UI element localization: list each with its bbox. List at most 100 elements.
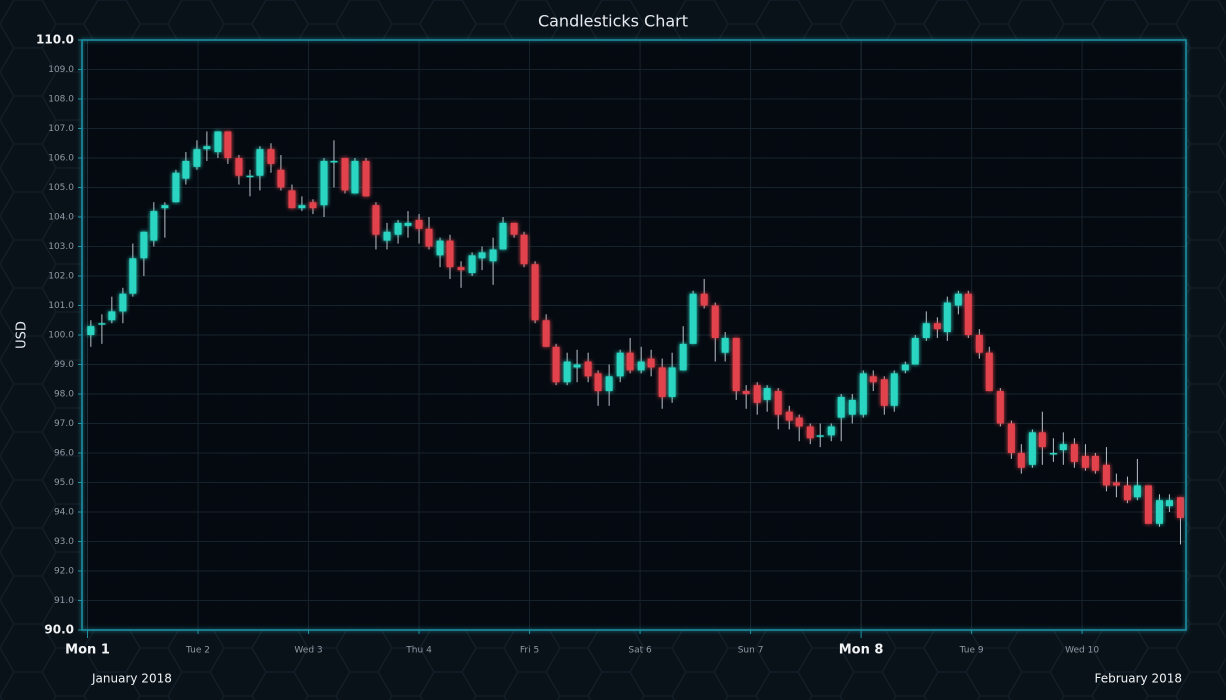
- x-tick-label: Tue 2: [185, 646, 210, 656]
- candle-body: [806, 426, 814, 439]
- candle-body: [267, 149, 275, 164]
- candle-body: [890, 373, 898, 406]
- y-tick-label: 96.0: [54, 449, 74, 459]
- candle-body: [1165, 500, 1173, 507]
- y-axis-title: USD: [15, 321, 30, 349]
- y-tick-label: 100.0: [48, 331, 74, 341]
- candle-body: [394, 222, 402, 235]
- candle-body: [774, 391, 782, 415]
- candle-body: [605, 376, 613, 392]
- candle-body: [901, 364, 909, 371]
- candle-body: [563, 361, 571, 383]
- candle-body: [647, 358, 655, 368]
- candle-body: [721, 337, 729, 353]
- labels: Candlesticks Chart USD January 2018 Febr…: [15, 12, 1183, 686]
- candle-body: [203, 146, 211, 150]
- candle-body: [785, 411, 793, 421]
- candle-body: [108, 311, 116, 321]
- candle-body: [372, 205, 380, 235]
- candle-body: [753, 385, 761, 403]
- candle-body: [1081, 455, 1089, 468]
- candle-body: [98, 323, 106, 325]
- candle-body: [436, 240, 444, 256]
- candle-body: [489, 249, 497, 262]
- y-tick-label: 93.0: [54, 537, 74, 547]
- candle-body: [404, 222, 412, 226]
- candle-body: [795, 417, 803, 427]
- x-tick-label: Sat 6: [628, 646, 652, 656]
- candle-body: [1091, 455, 1099, 471]
- candle-body: [911, 337, 919, 365]
- candle-body: [616, 352, 624, 377]
- candle-body: [679, 343, 687, 371]
- candle-body: [235, 158, 243, 176]
- candle-body: [848, 399, 856, 415]
- candle-body: [351, 160, 359, 194]
- candle-body: [1144, 485, 1152, 524]
- candle-body: [859, 373, 867, 415]
- candle-body: [827, 426, 835, 436]
- period-label: February 2018: [1094, 672, 1182, 686]
- candle-body: [584, 361, 592, 377]
- candle-body: [256, 149, 264, 176]
- candle-body: [700, 293, 708, 306]
- candle-body: [964, 293, 972, 335]
- candle-body: [193, 149, 201, 167]
- candle-body: [1123, 485, 1131, 501]
- candle-body: [140, 231, 148, 259]
- candle-body: [552, 346, 560, 383]
- candle-body: [341, 158, 349, 191]
- candle-body: [214, 131, 222, 153]
- x-tick-label: Mon 1: [65, 643, 110, 658]
- candle-body: [298, 205, 306, 209]
- candle-body: [542, 320, 550, 347]
- candle-body: [658, 367, 666, 397]
- candle-body: [468, 255, 476, 274]
- candles: [87, 131, 1184, 545]
- candle-body: [1007, 423, 1015, 453]
- candle-body: [415, 219, 423, 229]
- candle-body: [510, 222, 518, 235]
- candle-body: [594, 373, 602, 392]
- candle-body: [711, 305, 719, 338]
- candle-body: [985, 352, 993, 392]
- candle-body: [288, 190, 296, 209]
- candle-body: [425, 228, 433, 247]
- candle-body: [309, 202, 317, 209]
- candle-body: [954, 293, 962, 306]
- candle-body: [1112, 482, 1120, 486]
- plot-border: [81, 39, 1187, 631]
- candle-body: [246, 175, 254, 178]
- candle-body: [383, 231, 391, 241]
- candle-body: [150, 211, 158, 241]
- candle-body: [996, 391, 1004, 424]
- x-tick-label: Sun 7: [738, 646, 764, 656]
- y-tick-label: 109.0: [48, 65, 74, 75]
- candle-body: [975, 335, 983, 353]
- y-tick-label: 99.0: [54, 360, 74, 370]
- candle-body: [224, 131, 232, 158]
- y-tick-label: 110.0: [36, 33, 74, 47]
- candle-body: [742, 391, 750, 394]
- candle-body: [1017, 453, 1025, 468]
- candle-body: [637, 361, 645, 371]
- candle-body: [933, 323, 941, 330]
- y-tick-label: 106.0: [48, 154, 74, 164]
- candle-body: [763, 388, 771, 400]
- y-tick-label: 101.0: [48, 301, 74, 311]
- y-tick-label: 94.0: [54, 508, 74, 518]
- candle-body: [943, 302, 951, 333]
- candle-body: [1038, 432, 1046, 448]
- candle-body: [520, 234, 528, 265]
- y-tick-label: 107.0: [48, 124, 74, 134]
- y-tick-label: 91.0: [54, 596, 74, 606]
- candle-body: [880, 379, 888, 406]
- x-tick-label: Tue 9: [959, 646, 984, 656]
- candle-body: [837, 396, 845, 418]
- candle-body: [1028, 432, 1036, 465]
- candle-body: [87, 326, 95, 335]
- candle-body: [1102, 464, 1110, 486]
- candle-body: [1155, 500, 1163, 524]
- x-tick-label: Thu 4: [405, 646, 432, 656]
